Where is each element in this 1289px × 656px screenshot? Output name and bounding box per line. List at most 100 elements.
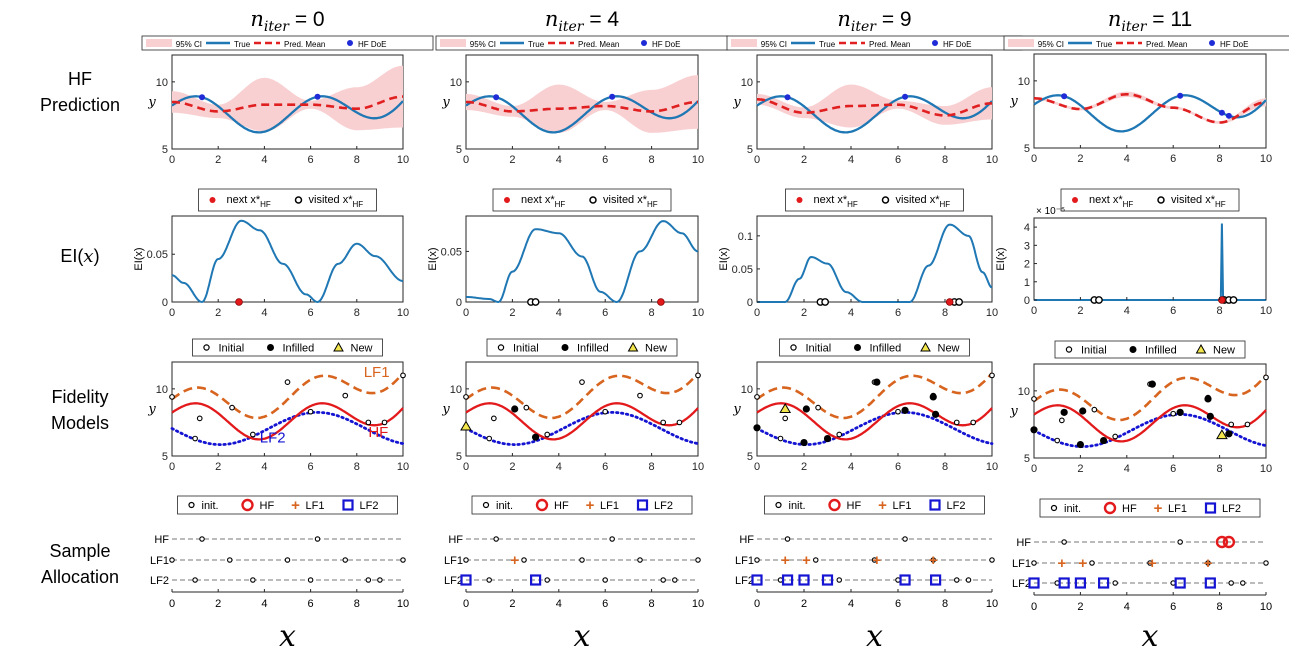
init-sample <box>284 557 291 563</box>
legend-sub: HF <box>647 200 658 209</box>
init-sample <box>493 536 499 542</box>
legend-lf1-marker: + <box>291 497 300 514</box>
initial-point <box>1112 433 1119 440</box>
hf-sample <box>1222 535 1236 549</box>
x-tick-label: 10 <box>986 154 998 166</box>
legend-new-marker <box>627 341 639 352</box>
series-label-hf: HF <box>368 424 388 441</box>
init-sample <box>342 557 348 563</box>
legend-doe-marker <box>347 40 353 46</box>
x-tick-label: 2 <box>1077 463 1083 475</box>
legend-lf2-marker <box>342 499 354 511</box>
init-sample <box>579 557 585 563</box>
title-eq: = 9 <box>876 8 912 31</box>
lf2-sample <box>781 574 794 586</box>
x-tick-label: 2 <box>1077 601 1083 613</box>
initial-point <box>1244 421 1251 428</box>
lf1-sample: + <box>872 552 881 569</box>
allocation-panel: init. HF + LF1 LF2 HF LF1 LF2 + + + +0 2 4 6 8 10 x <box>735 495 998 654</box>
legend-infilled-label: Infilled <box>577 343 609 355</box>
infilled-point <box>753 424 761 432</box>
y-tick-label: 0 <box>747 297 753 309</box>
legend-ci-label: 95% CI <box>176 40 202 49</box>
legend-sub: HF <box>353 200 364 209</box>
y-tick-label: 5 <box>747 451 753 463</box>
x-tick-label: 10 <box>1260 153 1272 165</box>
x-tick-label: 8 <box>354 461 360 473</box>
lf1-sample: + <box>1204 555 1213 572</box>
x-tick-label: 2 <box>509 461 515 473</box>
lf1-curve <box>756 372 993 420</box>
next-point <box>235 298 243 306</box>
title-sub: iter <box>558 19 584 35</box>
allocation-panel: init. HF + LF1 LF2 HF LF1 LF2 +0 2 4 6 8 10 x <box>444 495 704 654</box>
y-tick-label: 0 <box>162 297 168 309</box>
initial-point <box>602 408 609 415</box>
initial-point <box>169 394 175 400</box>
x-tick-label: 0 <box>169 154 175 166</box>
x-tick-label: 6 <box>602 307 608 319</box>
lf2-sample <box>821 574 834 586</box>
x-tick-label: 8 <box>649 461 655 473</box>
row-label-fidelity-models: Fidelity Models <box>20 384 140 436</box>
legend-text: visited x* <box>309 194 354 206</box>
legend-lf2-label: LF2 <box>654 500 673 512</box>
legend-lf1-label: LF1 <box>306 500 325 512</box>
true-curve <box>171 95 404 134</box>
legend-true-label: True <box>528 40 545 49</box>
y-tick-label: 5 <box>456 144 462 156</box>
legend-new-label: New <box>1213 345 1235 357</box>
legend-doe-label: HF DoE <box>358 40 386 49</box>
x-axis-label: x <box>574 619 591 654</box>
infilled-point <box>929 393 937 401</box>
y-axis-label: y <box>1009 404 1018 419</box>
x-tick-label: 4 <box>261 307 267 319</box>
axes-box <box>756 361 993 457</box>
legend-box <box>785 188 964 212</box>
next-point <box>657 298 665 306</box>
x-tick-label: 8 <box>1217 601 1223 613</box>
allocation-panel: init. HF + LF1 LF2 HF LF1 LF2 + + + +0 2 4 6 8 10 x <box>1012 498 1272 654</box>
legend-visited-label: visited x*HF <box>1171 194 1226 209</box>
row-label-line: Models <box>50 413 110 433</box>
init-sample <box>1089 560 1095 566</box>
x-tick-label: 0 <box>1031 601 1037 613</box>
legend-box <box>486 338 678 357</box>
legend-hf-marker <box>535 498 549 512</box>
init-sample <box>812 557 819 563</box>
lf2-sample <box>1204 577 1216 589</box>
x-tick-label: 0 <box>754 598 760 610</box>
lf1-sample: + <box>1057 555 1066 572</box>
infilled-point <box>901 406 909 414</box>
ei-curve <box>171 219 404 304</box>
y-exponent-label: × 10⁻⁵ <box>1036 206 1065 217</box>
x-tick-label: 4 <box>848 307 854 319</box>
visited-point <box>821 298 830 306</box>
legend-true-label: True <box>1096 40 1113 49</box>
lf2-curve <box>1032 413 1268 448</box>
legend-ci-label: 95% CI <box>1038 40 1064 49</box>
x-tick-label: 4 <box>1124 153 1130 165</box>
true-curve <box>465 95 699 134</box>
y-tick-label: 5 <box>747 144 753 156</box>
hf-doe-point <box>314 93 321 100</box>
init-sample <box>314 536 321 542</box>
initial-point <box>1054 437 1061 444</box>
init-sample <box>1031 560 1037 566</box>
legend-next-label: next x*HF <box>227 194 271 209</box>
init-sample <box>602 577 608 583</box>
infilled-point <box>800 438 808 447</box>
x-tick-label: 8 <box>942 154 948 166</box>
x-tick-label: 4 <box>848 598 854 610</box>
lf2-sample <box>929 574 942 586</box>
x-tick-label: 0 <box>169 307 175 319</box>
legend-lf1-label: LF1 <box>893 500 912 512</box>
initial-point <box>342 392 349 399</box>
row-label-part: x <box>83 246 94 267</box>
new-point <box>779 403 792 413</box>
init-sample <box>1240 580 1246 586</box>
y-axis-label: EI(x) <box>427 247 439 270</box>
